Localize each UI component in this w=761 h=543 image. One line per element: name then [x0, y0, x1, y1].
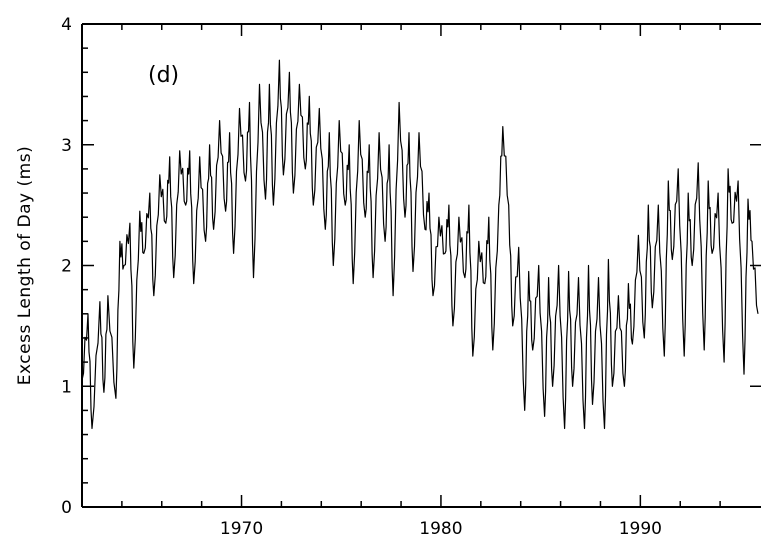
y-tick-label: 4: [61, 15, 72, 35]
x-tick-label: 1970: [220, 519, 263, 539]
labels: 0 1 2 3 4 1970 1980 1990 Excess Length of Day (m…: [15, 15, 662, 539]
ticks: [82, 23, 761, 508]
x-tick-label: 1990: [619, 519, 662, 539]
y-tick-label: 2: [61, 257, 72, 277]
y-tick-label: 3: [61, 136, 72, 156]
axes: [81, 23, 761, 508]
y-tick-label: 1: [61, 377, 72, 397]
y-axis-title: Excess Length of Day (ms): [15, 146, 35, 385]
panel-label: (d): [148, 63, 179, 88]
y-tick-label: 0: [61, 498, 72, 518]
plot-area: [81, 59, 759, 430]
x-tick-label: 1980: [419, 519, 462, 539]
series-line: [81, 59, 759, 430]
